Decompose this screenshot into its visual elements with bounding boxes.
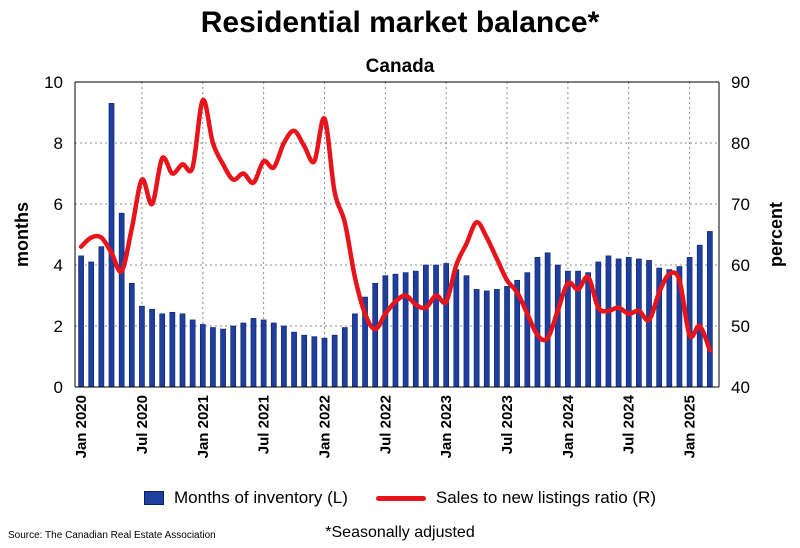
inventory-bar bbox=[504, 286, 510, 388]
x-tick-label: Jul 2021 bbox=[256, 395, 273, 454]
inventory-bar bbox=[270, 322, 277, 388]
inventory-bar bbox=[585, 272, 592, 388]
inventory-bar bbox=[149, 308, 155, 388]
x-tick-label: Jul 2020 bbox=[134, 395, 151, 454]
legend-label-inventory: Months of inventory (L) bbox=[174, 488, 348, 507]
inventory-bar bbox=[615, 258, 622, 388]
left-y-tick-label: 4 bbox=[54, 256, 63, 275]
left-y-tick-label: 10 bbox=[44, 73, 63, 92]
footnote: *Seasonally adjusted bbox=[325, 524, 475, 541]
x-tick-label: Jan 2023 bbox=[438, 395, 455, 458]
x-tick-label: Jan 2021 bbox=[195, 395, 212, 458]
inventory-bar bbox=[159, 313, 166, 388]
left-y-tick-label: 8 bbox=[54, 134, 63, 153]
right-y-tick-label: 90 bbox=[731, 73, 750, 92]
inventory-bar bbox=[625, 257, 632, 388]
inventory-bar bbox=[423, 264, 429, 388]
inventory-bar bbox=[412, 270, 419, 388]
right-y-tick-label: 60 bbox=[731, 256, 750, 275]
inventory-bar bbox=[483, 290, 490, 388]
inventory-bar bbox=[169, 311, 176, 388]
inventory-bar bbox=[78, 255, 84, 388]
inventory-bar bbox=[605, 255, 612, 388]
inventory-bar bbox=[260, 319, 267, 388]
inventory-bar bbox=[311, 336, 318, 388]
right-y-tick-label: 50 bbox=[731, 317, 750, 336]
x-tick-label: Jul 2023 bbox=[499, 395, 516, 454]
right-y-tick-label: 80 bbox=[731, 134, 750, 153]
inventory-bar bbox=[128, 282, 135, 388]
inventory-bar bbox=[118, 212, 125, 388]
inventory-bar bbox=[220, 328, 226, 388]
inventory-bar bbox=[524, 272, 531, 388]
inventory-bar bbox=[230, 325, 237, 388]
left-y-tick-label: 6 bbox=[54, 195, 63, 214]
x-tick-label: Jan 2020 bbox=[73, 395, 90, 458]
inventory-bar bbox=[453, 269, 460, 388]
inventory-bar bbox=[595, 261, 602, 388]
x-tick-label: Jan 2024 bbox=[560, 394, 577, 458]
legend-item-inventory: Months of inventory (L) bbox=[144, 488, 348, 508]
inventory-bar bbox=[707, 231, 713, 388]
inventory-bar bbox=[189, 319, 196, 388]
inventory-bar bbox=[433, 264, 439, 388]
inventory-bar bbox=[534, 257, 541, 388]
inventory-bar bbox=[636, 258, 642, 388]
legend-swatch-bar bbox=[144, 491, 164, 505]
ratio-line bbox=[78, 98, 713, 353]
right-y-axis-label: percent bbox=[766, 202, 786, 267]
inventory-bar bbox=[321, 337, 328, 388]
right-y-tick-label: 40 bbox=[731, 378, 750, 397]
inventory-bar bbox=[331, 334, 338, 388]
left-y-tick-label: 0 bbox=[54, 378, 63, 397]
inventory-bar bbox=[372, 282, 379, 388]
x-tick-label: Jul 2022 bbox=[377, 395, 394, 454]
x-tick-label: Jul 2024 bbox=[621, 394, 638, 454]
inventory-bar bbox=[281, 325, 287, 388]
inventory-bar bbox=[494, 289, 500, 388]
inventory-bar bbox=[646, 260, 652, 388]
inventory-bar bbox=[98, 246, 105, 388]
left-y-tick-label: 2 bbox=[54, 317, 63, 336]
inventory-bar bbox=[554, 264, 561, 388]
legend-label-ratio: Sales to new listings ratio (R) bbox=[435, 488, 656, 507]
inventory-bar bbox=[463, 275, 470, 388]
legend: Months of inventory (L) Sales to new lis… bbox=[0, 488, 800, 508]
inventory-bar bbox=[210, 327, 216, 388]
inventory-bar bbox=[301, 334, 308, 388]
source-note: Source: The Canadian Real Estate Associa… bbox=[8, 530, 216, 541]
x-tick-label: Jan 2025 bbox=[682, 395, 699, 458]
right-y-tick-label: 70 bbox=[731, 195, 750, 214]
x-tick-label: Jan 2022 bbox=[316, 395, 333, 458]
inventory-bar bbox=[352, 313, 358, 388]
inventory-bar bbox=[88, 261, 95, 388]
inventory-bar bbox=[108, 103, 115, 388]
inventory-bar bbox=[473, 289, 480, 388]
inventory-bar bbox=[696, 244, 703, 388]
inventory-bar bbox=[250, 318, 257, 388]
inventory-bar bbox=[382, 275, 389, 388]
inventory-bar bbox=[139, 305, 145, 388]
chart-title: Residential market balance* bbox=[200, 6, 600, 39]
inventory-bar bbox=[291, 331, 297, 388]
inventory-bar bbox=[199, 324, 206, 388]
legend-item-ratio: Sales to new listings ratio (R) bbox=[375, 488, 656, 508]
inventory-bar bbox=[392, 273, 399, 388]
inventory-bar bbox=[443, 263, 450, 388]
inventory-bar bbox=[666, 269, 673, 388]
inventory-bar bbox=[179, 313, 186, 388]
inventory-bar bbox=[341, 327, 348, 388]
left-y-axis-label: months bbox=[12, 202, 32, 267]
inventory-bar bbox=[402, 272, 409, 388]
inventory-bar bbox=[240, 322, 247, 388]
chart-subtitle: Canada bbox=[365, 56, 435, 77]
inventory-bar bbox=[544, 252, 551, 388]
legend-swatch-line bbox=[375, 495, 426, 501]
